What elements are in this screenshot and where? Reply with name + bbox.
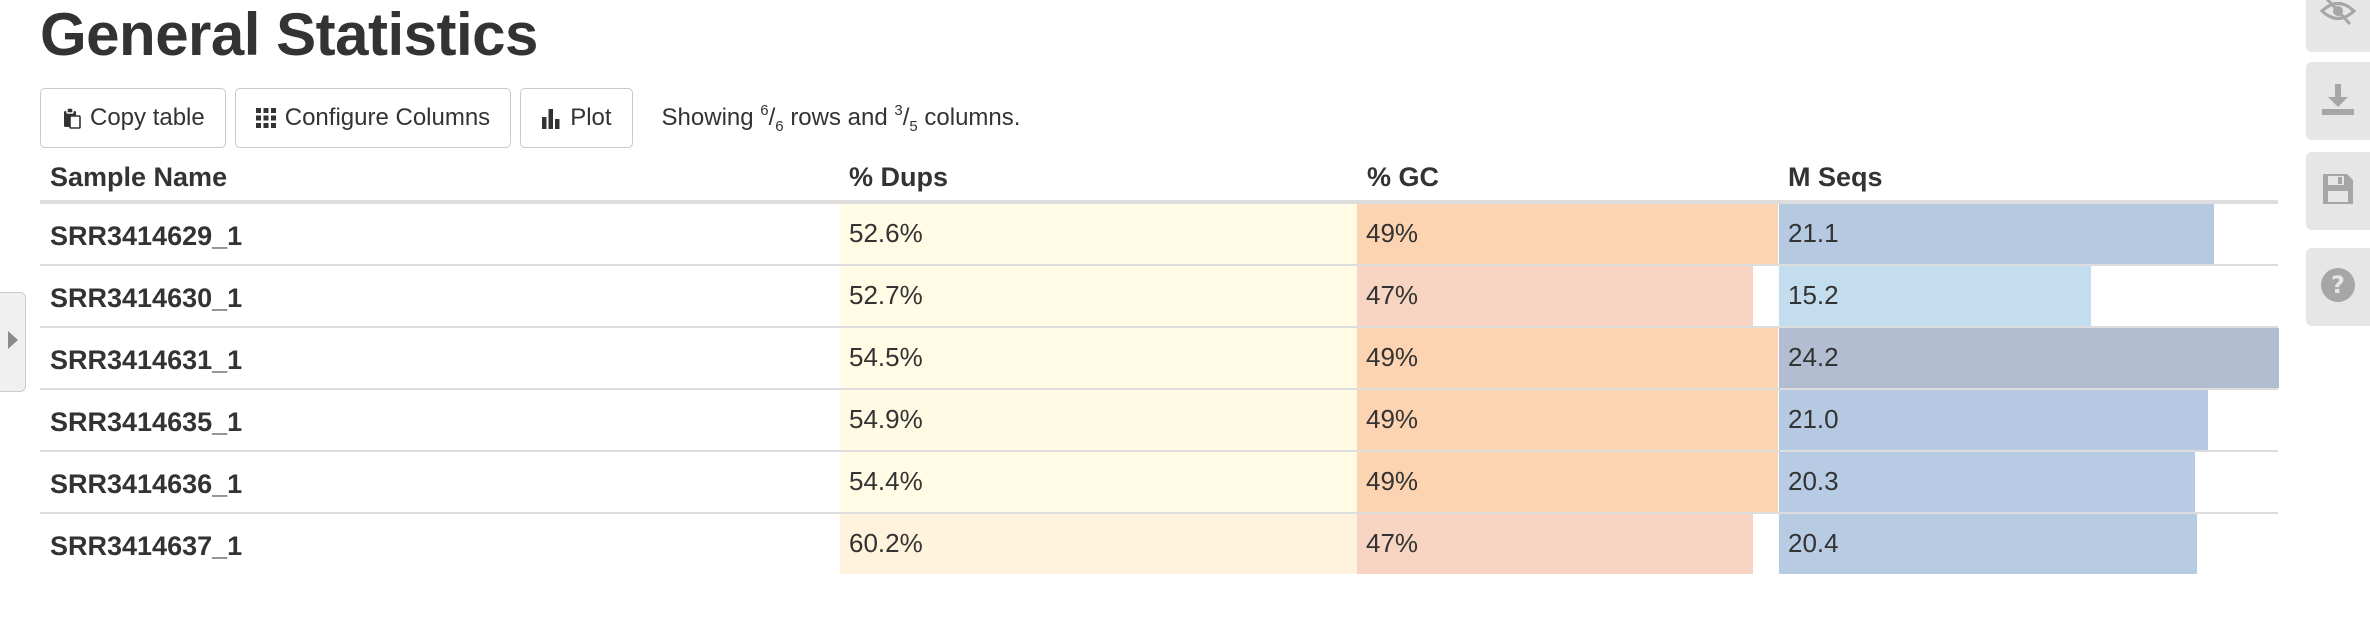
gc-value: 47% xyxy=(1366,528,1419,558)
sample-name-cell: SRR3414629_1 xyxy=(50,221,243,251)
gc-bar xyxy=(1357,204,1778,264)
table-body: SRR3414629_1 52.6% 49% 21.1 SRR3414630_1 52.7… xyxy=(40,204,2279,576)
sample-name-cell: SRR3414635_1 xyxy=(50,407,243,437)
column-header-seqs[interactable]: M Seqs xyxy=(1788,162,1883,192)
column-header-sample-name[interactable]: Sample Name xyxy=(50,162,228,192)
plot-button[interactable]: Plot xyxy=(520,88,633,148)
table-row: SRR3414631_1 54.5% 49% 24.2 xyxy=(40,328,2279,390)
seqs-bar xyxy=(1779,328,2279,388)
grid-icon xyxy=(255,108,276,128)
seqs-bar xyxy=(1779,514,2197,574)
chevron-right-icon xyxy=(7,330,19,355)
clipboard-icon xyxy=(61,107,81,129)
dups-value: 54.4% xyxy=(849,466,923,496)
table-row: SRR3414636_1 54.4% 49% 20.3 xyxy=(40,452,2278,514)
download-button[interactable] xyxy=(2306,62,2370,140)
page-title: General Statistics xyxy=(40,1,538,68)
dups-value: 54.5% xyxy=(849,342,923,372)
bar-chart-icon xyxy=(541,107,561,129)
seqs-bar xyxy=(1779,452,2195,512)
table-status: Showing 6/6 rows and 3/5 columns. xyxy=(661,101,1021,135)
help-button[interactable]: ? xyxy=(2306,248,2370,326)
gc-bar xyxy=(1357,390,1778,450)
gc-bar xyxy=(1357,266,1753,326)
plot-label: Plot xyxy=(570,104,612,131)
column-header-gc[interactable]: % GC xyxy=(1367,162,1440,192)
gc-bar xyxy=(1357,514,1753,574)
sample-name-cell: SRR3414631_1 xyxy=(50,345,243,375)
configure-columns-button[interactable]: Configure Columns xyxy=(234,88,512,148)
gc-bar xyxy=(1357,328,1778,388)
configure-columns-label: Configure Columns xyxy=(284,104,491,131)
save-icon xyxy=(2321,172,2355,211)
seqs-value: 24.2 xyxy=(1788,342,1839,372)
table-row: SRR3414635_1 54.9% 49% 21.0 xyxy=(40,390,2278,452)
eye-slash-icon xyxy=(2319,0,2357,31)
seqs-value: 20.4 xyxy=(1788,528,1839,558)
dups-value: 52.6% xyxy=(849,218,923,248)
general-stats-table: Sample Name % Dups % GC M Seqs SRR341462… xyxy=(40,152,2279,576)
help-icon: ? xyxy=(2320,267,2356,308)
seqs-value: 20.3 xyxy=(1788,466,1839,496)
dups-value: 60.2% xyxy=(849,528,923,558)
dups-value: 54.9% xyxy=(849,404,923,434)
hide-button[interactable] xyxy=(2306,0,2370,52)
gc-value: 49% xyxy=(1366,404,1419,434)
copy-table-button[interactable]: Copy table xyxy=(40,88,226,148)
gc-value: 49% xyxy=(1366,466,1419,496)
sample-name-cell: SRR3414630_1 xyxy=(50,283,243,313)
dups-value: 52.7% xyxy=(849,280,923,310)
seqs-bar xyxy=(1779,204,2214,264)
save-button[interactable] xyxy=(2306,152,2370,230)
table-header: Sample Name % Dups % GC M Seqs xyxy=(40,152,2278,204)
table-row: SRR3414637_1 60.2% 47% 20.4 xyxy=(40,514,2278,576)
copy-table-label: Copy table xyxy=(90,104,205,131)
sample-name-cell: SRR3414636_1 xyxy=(50,469,243,499)
seqs-value: 21.1 xyxy=(1788,218,1839,248)
download-icon xyxy=(2320,81,2356,122)
gc-bar xyxy=(1357,452,1778,512)
column-header-dups[interactable]: % Dups xyxy=(849,162,949,192)
gc-value: 49% xyxy=(1366,342,1419,372)
gc-value: 49% xyxy=(1366,218,1419,248)
sample-name-cell: SRR3414637_1 xyxy=(50,531,243,561)
seqs-value: 15.2 xyxy=(1788,280,1839,310)
seqs-value: 21.0 xyxy=(1788,404,1839,434)
table-row: SRR3414630_1 52.7% 47% 15.2 xyxy=(40,266,2278,328)
seqs-bar xyxy=(1779,266,2091,326)
gc-value: 47% xyxy=(1366,280,1419,310)
seqs-bar xyxy=(1779,390,2208,450)
table-toolbar: Copy table Configure Columns Plot Showin… xyxy=(40,88,1020,148)
table-row: SRR3414629_1 52.6% 49% 21.1 xyxy=(40,204,2278,266)
svg-text:?: ? xyxy=(2331,271,2345,299)
sidebar-toggle[interactable] xyxy=(0,292,26,392)
